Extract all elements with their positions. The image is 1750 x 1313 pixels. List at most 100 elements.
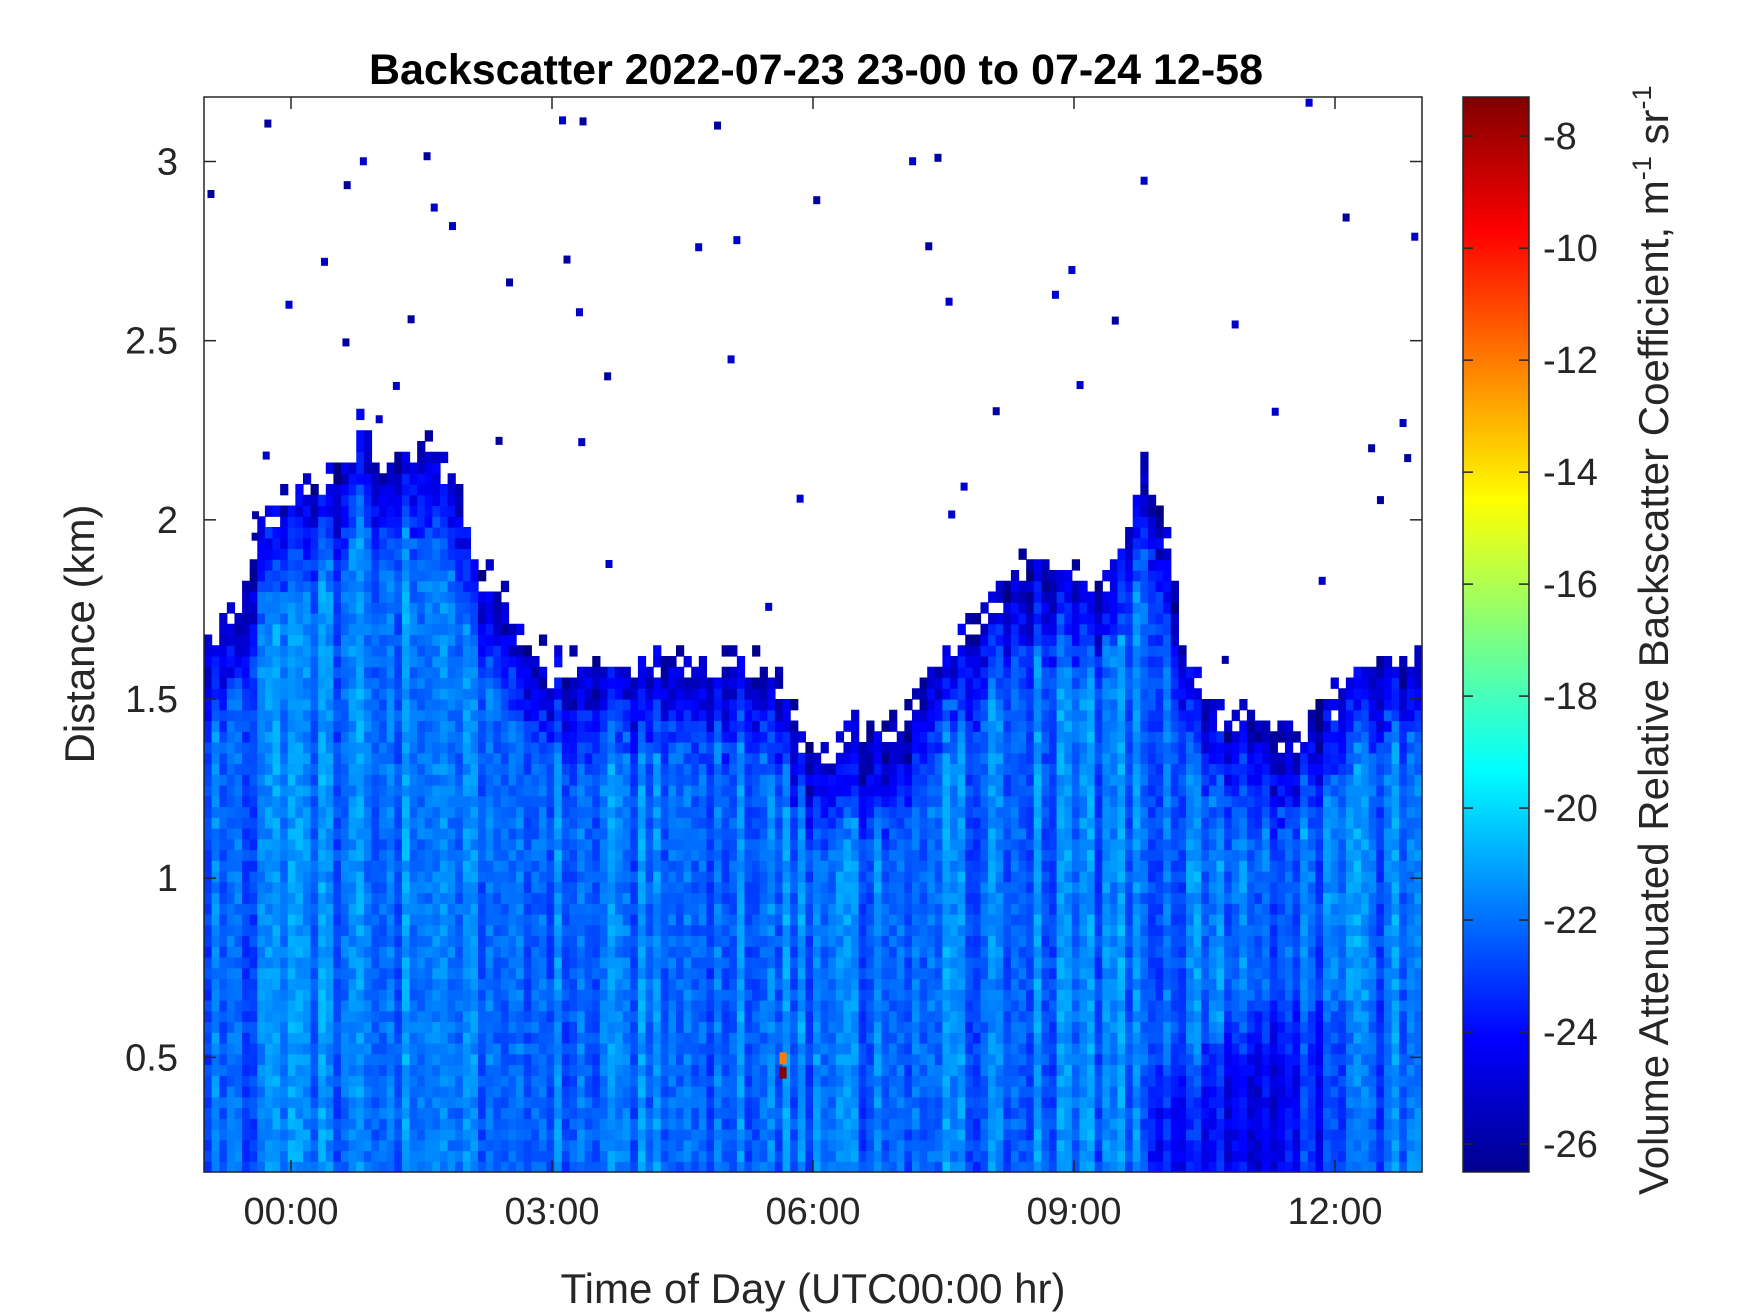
- heatmap-cell: [675, 1021, 685, 1033]
- heatmap-cell: [873, 849, 883, 861]
- heatmap-cell: [242, 1032, 251, 1044]
- heatmap-cell: [325, 602, 335, 614]
- heatmap-cell: [478, 752, 487, 765]
- heatmap-cell: [318, 828, 327, 840]
- heatmap-cell: [234, 742, 243, 754]
- heatmap-cell: [333, 1064, 342, 1076]
- heatmap-cell: [264, 537, 274, 550]
- heatmap-cell: [287, 570, 296, 582]
- heatmap-cell: [622, 903, 631, 915]
- heatmap-cell: [462, 720, 472, 732]
- heatmap-cell: [820, 1096, 829, 1109]
- heatmap-cell: [455, 795, 464, 808]
- heatmap-cell: [592, 1096, 601, 1109]
- heatmap-cell: [873, 742, 883, 754]
- heatmap-cell: [927, 785, 936, 797]
- heatmap-cell: [302, 559, 312, 571]
- heatmap-cell: [706, 795, 715, 808]
- heatmap-cell: [439, 656, 449, 668]
- heatmap-cell: [675, 881, 685, 894]
- heatmap-cell: [653, 967, 662, 980]
- heatmap-cell: [272, 1161, 281, 1173]
- heatmap-cell: [561, 892, 570, 904]
- heatmap-cell: [538, 1010, 548, 1023]
- heatmap-cell: [204, 752, 213, 765]
- heatmap-cell: [439, 1021, 449, 1033]
- heatmap-cell: [219, 860, 228, 872]
- heatmap-cell: [280, 677, 289, 689]
- heatmap-cell: [675, 1053, 685, 1066]
- heatmap-cell: [698, 881, 708, 894]
- heatmap-cell: [341, 720, 350, 732]
- heatmap-cell: [538, 688, 548, 700]
- heatmap-cell: [736, 699, 746, 711]
- heatmap-cell: [554, 967, 563, 980]
- heatmap-cell: [523, 742, 532, 754]
- heatmap-cell: [554, 849, 563, 861]
- heatmap-cell: [554, 838, 563, 851]
- heatmap-cell: [234, 1096, 243, 1109]
- heatmap-cell: [424, 666, 433, 679]
- heatmap-cell: [363, 441, 373, 453]
- heatmap-cell: [828, 903, 837, 915]
- heatmap-cell: [348, 731, 357, 743]
- heatmap-cell: [881, 849, 890, 861]
- heatmap-cell: [264, 1010, 274, 1023]
- heatmap-cell: [219, 892, 228, 904]
- heatmap-cell: [706, 720, 715, 732]
- heatmap-cell: [615, 914, 624, 926]
- heatmap-cell: [409, 763, 418, 775]
- heatmap-cell: [211, 914, 220, 926]
- heatmap-cell: [204, 1107, 213, 1119]
- heatmap-cell: [531, 967, 540, 980]
- heatmap-cell: [272, 731, 281, 743]
- heatmap-cell: [401, 1000, 411, 1012]
- heatmap-cell: [356, 1010, 365, 1023]
- heatmap-cell: [630, 1096, 639, 1109]
- heatmap-cell: [462, 580, 472, 593]
- heatmap-cell: [249, 591, 258, 603]
- heatmap-cell: [752, 1129, 761, 1141]
- heatmap-cell: [424, 473, 433, 485]
- heatmap-cell: [272, 709, 281, 722]
- heatmap-cell: [675, 720, 685, 732]
- heatmap-cell: [242, 591, 251, 603]
- heatmap-cell: [820, 806, 829, 818]
- heatmap-cell: [424, 1161, 433, 1173]
- heatmap-cell: [409, 645, 418, 657]
- heatmap-cell: [904, 946, 913, 958]
- heatmap-cell: [325, 623, 335, 636]
- heatmap-cell: [721, 677, 730, 689]
- heatmap-cell: [401, 881, 411, 894]
- heatmap-cell: [348, 989, 357, 1001]
- heatmap-cell: [455, 763, 464, 775]
- heatmap-cell: [889, 1021, 898, 1033]
- heatmap-cell: [455, 559, 464, 571]
- heatmap-cell: [561, 688, 570, 700]
- heatmap-cell: [447, 978, 456, 990]
- heatmap-cell: [325, 957, 335, 969]
- heatmap-cell: [774, 957, 784, 969]
- heatmap-cell: [302, 613, 312, 625]
- heatmap-cell: [523, 924, 532, 937]
- heatmap-cell: [325, 559, 335, 571]
- heatmap-cell: [447, 1129, 456, 1141]
- heatmap-cell: [310, 1053, 319, 1066]
- heatmap-cell: [736, 903, 746, 915]
- heatmap-cell: [752, 731, 761, 743]
- heatmap-cell: [782, 978, 791, 990]
- heatmap-cell: [645, 1139, 654, 1152]
- heatmap-cell: [767, 989, 776, 1001]
- heatmap-cell: [432, 688, 441, 700]
- heatmap-cell: [523, 914, 532, 926]
- heatmap-cell: [333, 1043, 342, 1055]
- heatmap-cell: [371, 946, 380, 958]
- heatmap-cell: [843, 914, 852, 926]
- heatmap-cell: [584, 849, 593, 861]
- heatmap-cell: [752, 763, 761, 775]
- heatmap-cell: [767, 699, 776, 711]
- heatmap-cell: [782, 1096, 791, 1109]
- heatmap-cell: [820, 903, 829, 915]
- heatmap-cell: [813, 903, 822, 915]
- heatmap-cell: [911, 1129, 921, 1141]
